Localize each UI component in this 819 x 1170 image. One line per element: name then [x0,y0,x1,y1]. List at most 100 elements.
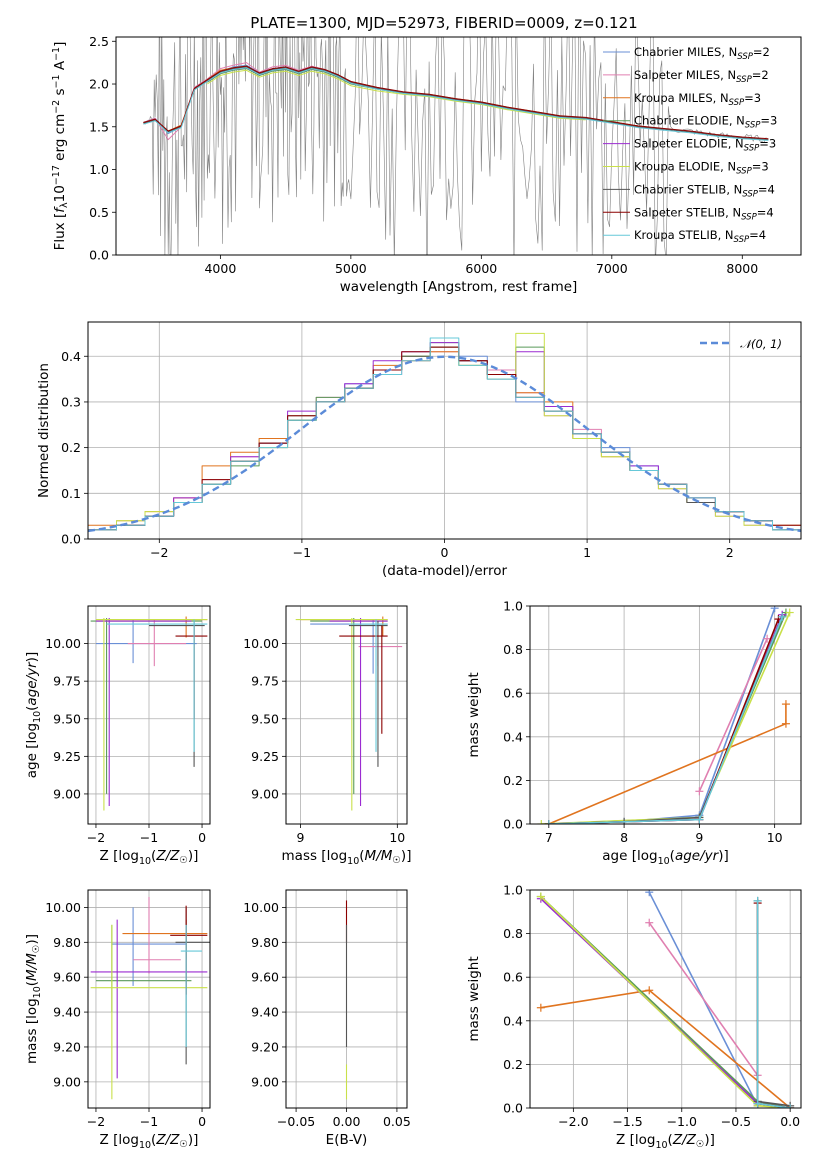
x-axis-label: Z [log10(Z/Z☉)] [616,1132,715,1151]
plot-area [88,332,801,539]
x-tick-label: −2 [150,545,168,560]
axes-frame [87,889,211,1109]
y-tick-label: 9.25 [251,749,279,764]
y-tick-label: 1.0 [89,162,109,177]
plot-area [295,616,403,811]
y-tick-label: 9.60 [53,970,81,985]
label-part: )] [24,652,40,663]
y-tick-label: 10.00 [45,900,81,915]
label-part: Kroupa MILES, N [634,91,729,105]
label-part: A [52,60,68,74]
x-tick-label: 10 [767,830,783,845]
axes-frame [87,605,211,825]
label-part: )] [24,934,40,945]
label-part: 10 [139,1140,151,1151]
x-tick-label: 8 [620,830,628,845]
y-axis-label: mass weight [466,672,482,757]
label-part: −1 [51,47,62,61]
model-spectrum [207,69,586,121]
legend-entry: Kroupa ELODIE, NSSP=3 [634,160,769,177]
data-spectrum [143,37,767,255]
x-tick-label: −0.5 [721,1114,751,1129]
y-tick-label: 0.6 [503,686,523,701]
x-tick-label: −1 [293,545,311,560]
label-part: =2 [753,45,770,59]
label-part: ☉ [31,945,42,954]
y-tick-label: 9.75 [251,674,279,689]
x-tick-label: 1 [583,545,591,560]
label-part: log [327,848,348,864]
model-spectrum [143,66,769,141]
label-part: ☉ [696,1139,705,1150]
legend-entry: Salpeter MILES, NSSP=2 [634,68,769,85]
label-part: )] [718,848,729,864]
label-part: =3 [752,160,769,174]
label-part: age/yr [24,661,40,706]
label-part: −1 [51,74,62,88]
label-part: s [52,88,68,99]
y-tick-label: 0.4 [503,1013,523,1028]
x-tick-label: 0 [198,830,206,845]
model-spectrum [143,67,769,141]
weight-line [756,900,791,1107]
model-spectrum [143,65,769,140]
y-tick-label: 0.8 [503,642,523,657]
x-tick-label: 10 [389,830,405,845]
legend-entry: Salpeter ELODIE, NSSP=3 [634,137,776,154]
label-part: −2 [51,100,62,114]
weight-line [648,922,759,1076]
axes-frame [529,889,802,1109]
x-tick-label: −0.05 [277,1114,315,1129]
weight-line [548,616,783,824]
label-part: ( [359,848,364,864]
subplots: 4000 5000 6000 7000 80000.00.51.01.52.02.5wa… [24,34,802,1151]
weight-line [540,989,791,1108]
y-axis-label: age [log10(age/yr)] [24,652,43,778]
y-tick-label: 9.50 [251,711,279,726]
y-tick-label: 0.2 [61,440,81,455]
label-part: Z/Z [155,1132,180,1148]
x-tick-label: −2.0 [558,1114,588,1129]
label-part: λ [59,202,70,208]
label-part: log [24,998,40,1019]
legend-entry: 𝒩(0, 1) [740,337,782,351]
subplot-residuals: −2 −1 0 1 2 0.0 0.1 0.2 0.3 0.4 (data-model)/error… [36,321,802,579]
legend-entry: Kroupa MILES, NSSP=3 [634,91,761,108]
y-tick-label: 9.00 [53,786,81,801]
x-tick-label: 7000 [596,261,628,276]
x-tick-label: 8000 [726,261,758,276]
y-tick-label: 9.40 [53,1005,81,1020]
y-tick-label: 0.8 [503,926,523,941]
legend-entry: Chabrier STELIB, NSSP=4 [634,182,775,199]
label-part: log [118,848,139,864]
label-part: Z/Z [672,1132,697,1148]
label-part: )] [188,1132,199,1148]
plot-area [536,890,795,1108]
label-part: Salpeter STELIB, N [634,205,741,219]
x-tick-label: 0.00 [333,1114,361,1129]
y-tick-label: 0.4 [61,349,81,364]
label-part: Z [ [100,1132,119,1148]
x-tick-label: −1 [140,1114,158,1129]
y-tick-label: 1.0 [503,599,523,614]
normal-curve [88,355,801,533]
plot-area [90,896,210,1100]
y-tick-label: 0.2 [503,773,523,788]
label-part: SSP [737,52,753,62]
plot-area [90,616,208,811]
x-tick-label: 6000 [465,261,497,276]
label-part: Chabrier STELIB, N [634,182,742,196]
x-tick-label: −1.0 [667,1114,697,1129]
x-axis-label: Z [log10(Z/Z☉)] [100,848,199,867]
legend-entry: Salpeter STELIB, NSSP=4 [634,205,774,222]
figure-title: PLATE=1300, MJD=52973, FIBERID=0009, z=0… [250,14,637,32]
subplot-mass_vs_EBV: −0.05 0.00 0.05 9.00 9.20 9.40 9.60 9.80 10.00 E(… [243,889,411,1148]
axes-frame [285,889,408,1109]
label-part: M/M [365,848,393,864]
legend-entry: Chabrier MILES, NSSP=2 [634,45,770,62]
y-tick-label: 0.6 [503,970,523,985]
y-axis-label: mass [log10(M/M☉)] [24,934,43,1064]
y-tick-label: 10.00 [243,636,279,651]
